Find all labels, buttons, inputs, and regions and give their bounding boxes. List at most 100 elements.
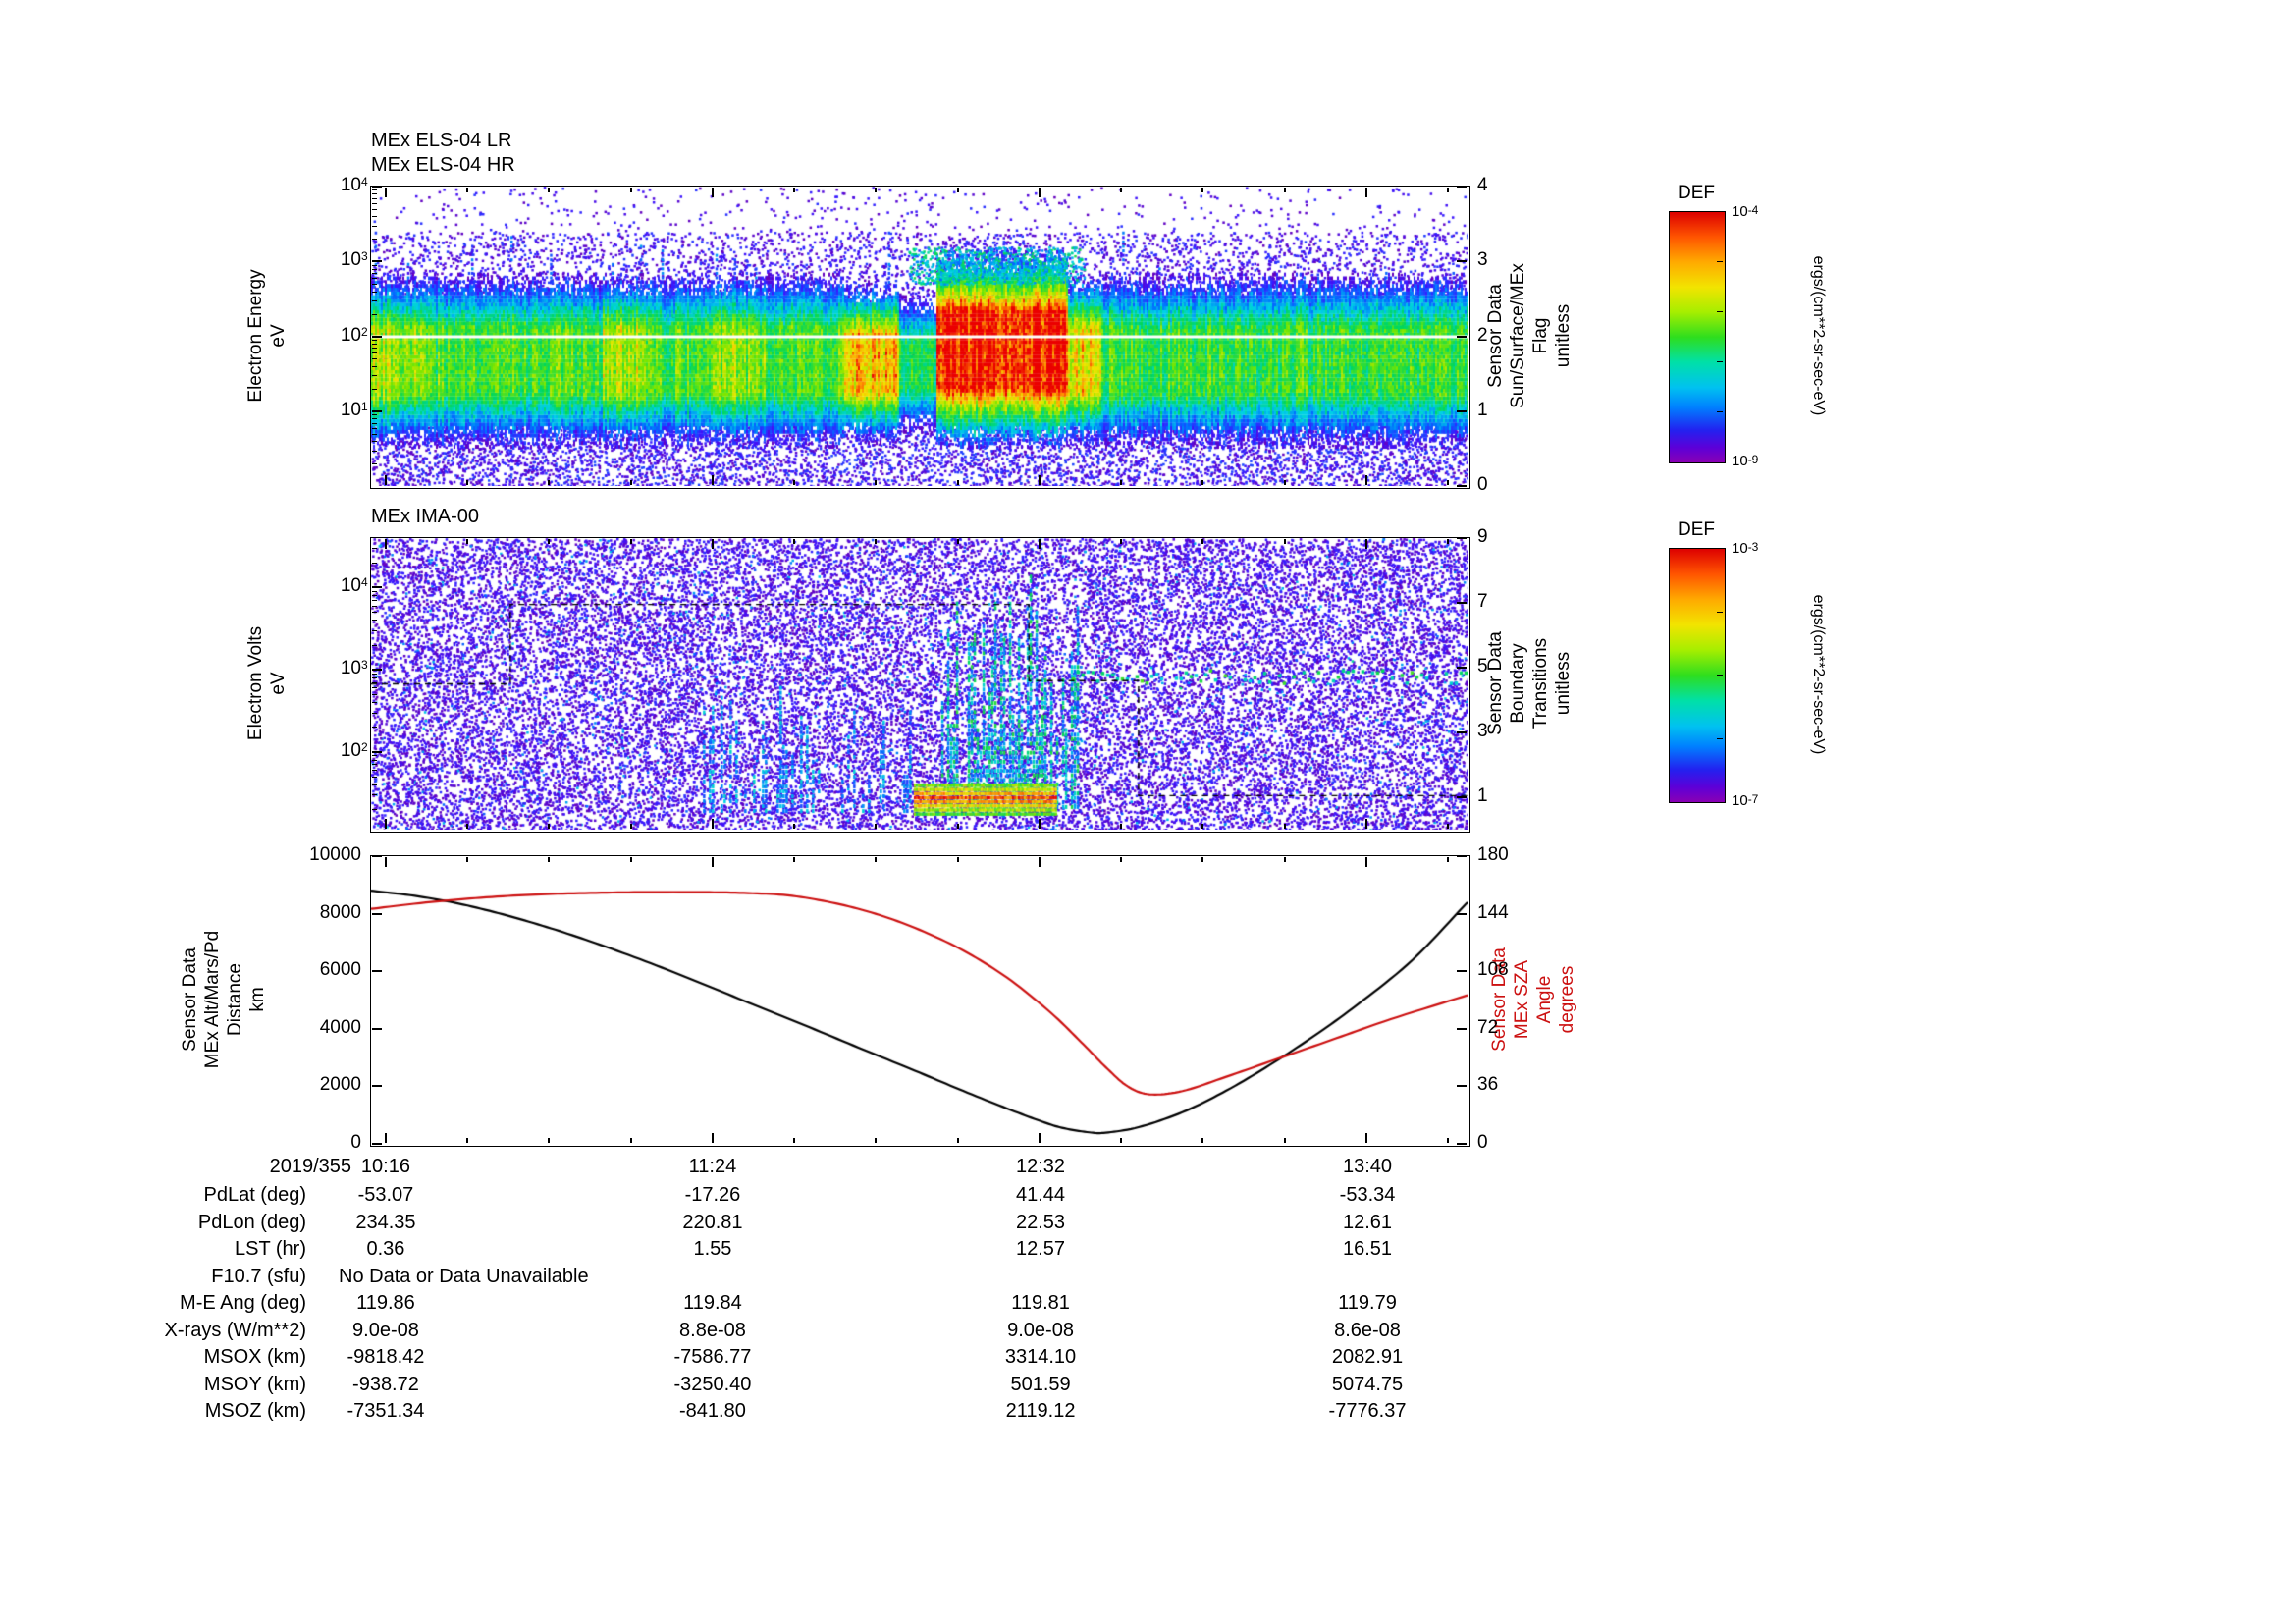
table-row-value: -17.26: [684, 1184, 741, 1206]
ima-colorbar-gradient: [1670, 549, 1725, 802]
ima-x-tick: [1120, 539, 1123, 544]
alt-x-tick: [1201, 857, 1204, 862]
table-row-value: 16.51: [1342, 1238, 1393, 1260]
ima-x-tick: [466, 539, 469, 544]
els-x-tick: [548, 480, 551, 485]
ima-x-tick: [793, 824, 796, 829]
els-y-minor-tick: [372, 225, 377, 227]
table-row-label: MSOX (km): [203, 1346, 306, 1368]
alt-x-tick: [875, 1138, 878, 1143]
els-colorbar-tick: [1717, 261, 1723, 262]
table-row-value: -7351.34: [347, 1400, 425, 1422]
els-y-minor-tick: [372, 313, 377, 315]
ima-y-minor-tick: [372, 694, 377, 696]
x-axis-time-label: 12:32: [1016, 1156, 1066, 1177]
ima-colorbar: [1669, 548, 1726, 803]
els-y-tick: [372, 409, 382, 412]
els-y-minor-tick: [372, 264, 377, 266]
els-y-minor-tick: [372, 278, 377, 280]
els-x-tick: [629, 188, 632, 192]
table-row-value: 2082.91: [1331, 1346, 1404, 1368]
els-x-tick: [1447, 480, 1450, 485]
els-y-minor-tick: [372, 365, 377, 367]
alt-km-tick-label: 0: [350, 1132, 361, 1153]
ima-y-minor-tick: [372, 644, 377, 646]
els-y-tick-label: 10 1: [340, 399, 368, 420]
els-y-minor-tick: [372, 339, 377, 341]
els-colorbar-max-label: 10 -4: [1732, 203, 1759, 220]
alt-x-tick: [1283, 857, 1286, 862]
alt-x-tick: [875, 857, 878, 862]
ima-x-tick: [629, 824, 632, 829]
ima-right-axis-label: Sensor Data Boundary Transitions unitles…: [1485, 631, 1574, 735]
alt-x-tick: [466, 1138, 469, 1143]
els-colorbar-gradient: [1670, 212, 1725, 462]
els-flag-tick-label: 1: [1477, 399, 1488, 420]
alt-x-tick: [548, 857, 551, 862]
els-y-minor-tick: [372, 216, 377, 218]
ima-x-tick: [793, 539, 796, 544]
els-x-tick: [1201, 188, 1204, 192]
ima-x-tick: [629, 539, 632, 544]
ima-x-tick: [956, 539, 959, 544]
els-y-minor-tick: [372, 450, 377, 452]
ima-x-tick: [1038, 539, 1041, 549]
ima-y-tick: [372, 750, 382, 753]
els-y-minor-tick: [372, 291, 377, 293]
table-row-value: 22.53: [1016, 1211, 1066, 1233]
els-x-tick: [956, 480, 959, 485]
ima-boundary-tick-label: 1: [1477, 785, 1488, 806]
table-row-value: -9818.42: [347, 1346, 425, 1368]
alt-km-tick: [372, 855, 382, 857]
els-x-tick: [875, 480, 878, 485]
table-row-value: 8.8e-08: [679, 1319, 746, 1341]
table-row-value: -938.72: [352, 1373, 419, 1395]
alt-x-tick: [1120, 857, 1123, 862]
els-y-axis-label: Electron Energy eV: [245, 269, 289, 403]
els-y-tick: [372, 335, 382, 338]
table-row-value: 5074.75: [1331, 1373, 1404, 1395]
els-colorbar-min-label: 10 -9: [1732, 453, 1759, 469]
els-y-minor-tick: [372, 422, 377, 424]
els-x-tick: [1364, 188, 1367, 197]
table-row-value: -53.07: [357, 1184, 414, 1206]
ima-x-tick: [1283, 824, 1286, 829]
els-x-tick: [629, 480, 632, 485]
alt-x-tick: [629, 857, 632, 862]
alt-km-tick: [372, 970, 382, 973]
ima-x-tick: [956, 824, 959, 829]
table-row-value: 12.61: [1342, 1211, 1393, 1233]
ima-colorbar-tick: [1717, 675, 1723, 676]
ima-x-tick: [1201, 824, 1204, 829]
ima-x-tick: [1201, 539, 1204, 544]
alt-x-tick: [466, 857, 469, 862]
ima-y-minor-tick: [372, 612, 377, 614]
ima-y-minor-tick: [372, 794, 377, 796]
ima-title: MEx IMA-00: [371, 506, 480, 527]
table-row-value: 9.0e-08: [1007, 1319, 1074, 1341]
alt-x-tick: [711, 857, 714, 867]
els-spectrogram-canvas: [371, 187, 1468, 486]
table-row-value: -53.34: [1339, 1184, 1396, 1206]
alt-sza-tick: [1457, 912, 1467, 915]
alt-x-tick: [1201, 1138, 1204, 1143]
ima-x-tick: [548, 824, 551, 829]
table-row-value: 220.81: [682, 1211, 743, 1233]
table-row-value: 8.6e-08: [1334, 1319, 1401, 1341]
table-row-label: PdLat (deg): [203, 1184, 306, 1206]
els-x-tick: [793, 188, 796, 192]
ima-y-tick-label: 10 2: [340, 739, 368, 761]
ima-x-tick: [875, 539, 878, 544]
els-x-tick: [1447, 188, 1450, 192]
ima-boundary-tick-label: 5: [1477, 656, 1488, 676]
els-y-minor-tick: [372, 202, 377, 204]
alt-left-axis-label: Sensor Data MEx Alt/Mars/Pd Distance km: [180, 930, 268, 1069]
els-x-tick: [466, 480, 469, 485]
els-y-minor-tick: [372, 433, 377, 435]
els-flag-tick-label: 3: [1477, 249, 1488, 271]
ima-y-minor-tick: [372, 784, 377, 785]
ima-boundary-tick-label: 3: [1477, 721, 1488, 741]
els-y-minor-tick: [372, 352, 377, 354]
els-y-tick-label: 10 2: [340, 324, 368, 346]
